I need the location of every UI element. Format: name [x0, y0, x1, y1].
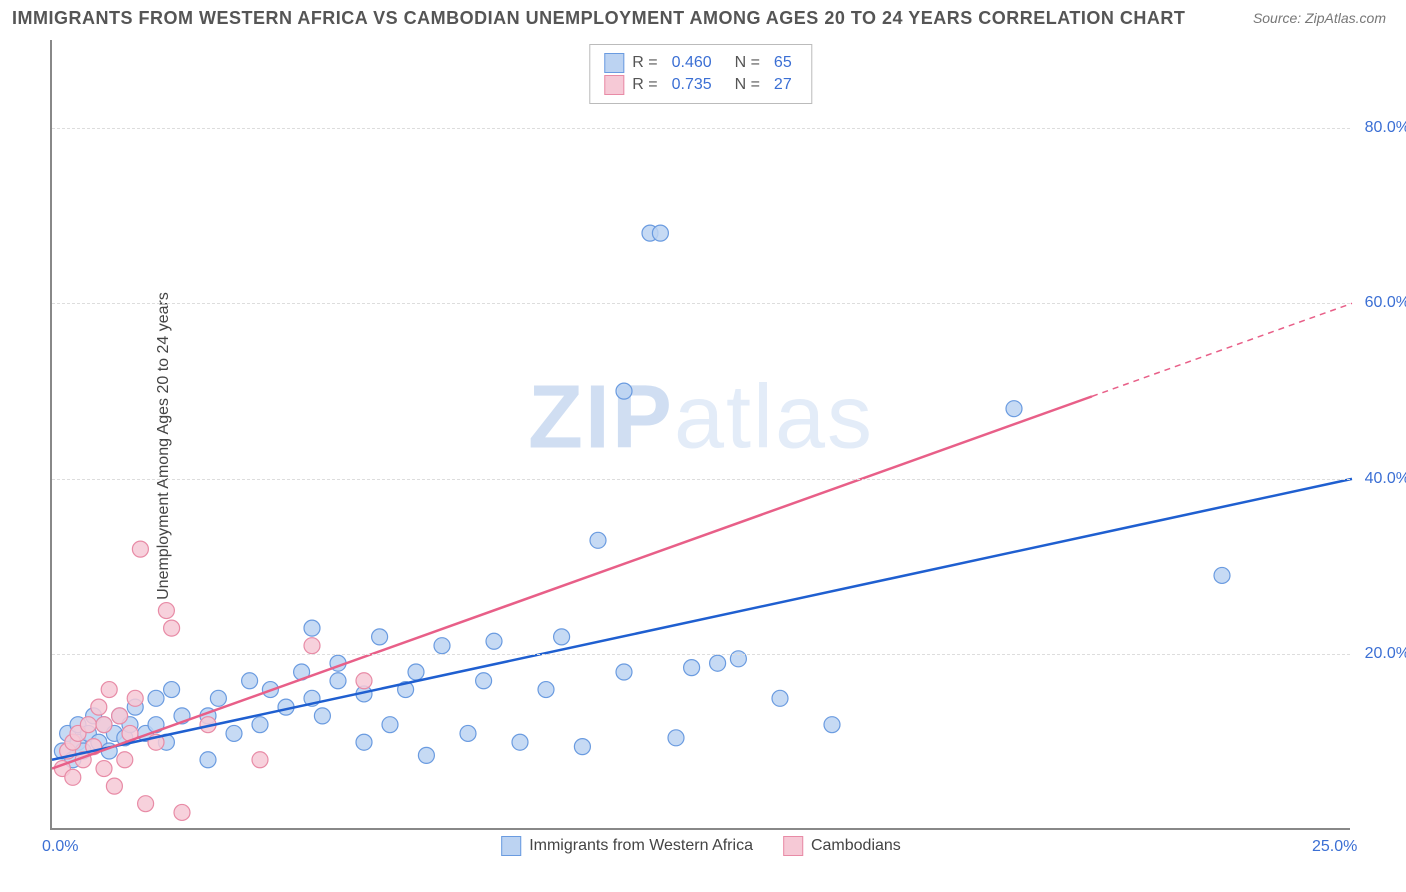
data-point	[80, 717, 96, 733]
data-point	[616, 664, 632, 680]
data-point	[65, 769, 81, 785]
y-tick-label: 40.0%	[1365, 470, 1406, 488]
scatter-svg	[52, 40, 1350, 828]
data-point	[210, 690, 226, 706]
data-point	[138, 796, 154, 812]
data-point	[242, 673, 258, 689]
data-point	[574, 739, 590, 755]
data-point	[330, 673, 346, 689]
data-point	[96, 717, 112, 733]
data-point	[684, 660, 700, 676]
data-point	[132, 541, 148, 557]
data-point	[772, 690, 788, 706]
data-point	[382, 717, 398, 733]
grid-line	[52, 128, 1350, 129]
data-point	[226, 725, 242, 741]
trend-line-dashed	[1092, 303, 1352, 396]
data-point	[158, 603, 174, 619]
data-point	[91, 699, 107, 715]
data-point	[652, 225, 668, 241]
data-point	[101, 682, 117, 698]
data-point	[668, 730, 684, 746]
data-point	[824, 717, 840, 733]
data-point	[616, 383, 632, 399]
legend-label: Cambodians	[811, 837, 901, 855]
data-point	[164, 682, 180, 698]
data-point	[314, 708, 330, 724]
grid-line	[52, 303, 1350, 304]
data-point	[96, 761, 112, 777]
y-tick-label: 60.0%	[1365, 294, 1406, 312]
data-point	[538, 682, 554, 698]
data-point	[112, 708, 128, 724]
grid-line	[52, 479, 1350, 480]
data-point	[554, 629, 570, 645]
data-point	[486, 633, 502, 649]
data-point	[164, 620, 180, 636]
grid-line	[52, 654, 1350, 655]
data-point	[476, 673, 492, 689]
data-point	[304, 620, 320, 636]
data-point	[356, 673, 372, 689]
data-point	[710, 655, 726, 671]
data-point	[148, 690, 164, 706]
data-point	[1006, 401, 1022, 417]
data-point	[117, 752, 133, 768]
data-point	[512, 734, 528, 750]
data-point	[730, 651, 746, 667]
data-point	[127, 690, 143, 706]
legend-label: Immigrants from Western Africa	[529, 837, 753, 855]
data-point	[304, 638, 320, 654]
data-point	[1214, 567, 1230, 583]
legend-item: Immigrants from Western Africa	[501, 836, 753, 856]
data-point	[460, 725, 476, 741]
data-point	[590, 532, 606, 548]
data-point	[106, 778, 122, 794]
data-point	[356, 734, 372, 750]
trend-line	[52, 396, 1092, 768]
source-label: Source: ZipAtlas.com	[1253, 10, 1386, 26]
data-point	[372, 629, 388, 645]
trend-line	[52, 479, 1352, 760]
chart-title: IMMIGRANTS FROM WESTERN AFRICA VS CAMBOD…	[12, 8, 1185, 29]
legend-item: Cambodians	[783, 836, 901, 856]
data-point	[434, 638, 450, 654]
data-point	[418, 747, 434, 763]
legend-series: Immigrants from Western Africa Cambodians	[501, 836, 901, 856]
x-tick-label: 25.0%	[1312, 838, 1357, 856]
y-tick-label: 80.0%	[1365, 119, 1406, 137]
data-point	[200, 752, 216, 768]
data-point	[174, 804, 190, 820]
data-point	[252, 752, 268, 768]
x-tick-label: 0.0%	[42, 838, 78, 856]
legend-swatch	[501, 836, 521, 856]
legend-swatch	[783, 836, 803, 856]
y-tick-label: 20.0%	[1365, 645, 1406, 663]
data-point	[252, 717, 268, 733]
data-point	[408, 664, 424, 680]
plot-area: ZIPatlas R =0.460 N =65R =0.735 N =27 Im…	[50, 40, 1350, 830]
